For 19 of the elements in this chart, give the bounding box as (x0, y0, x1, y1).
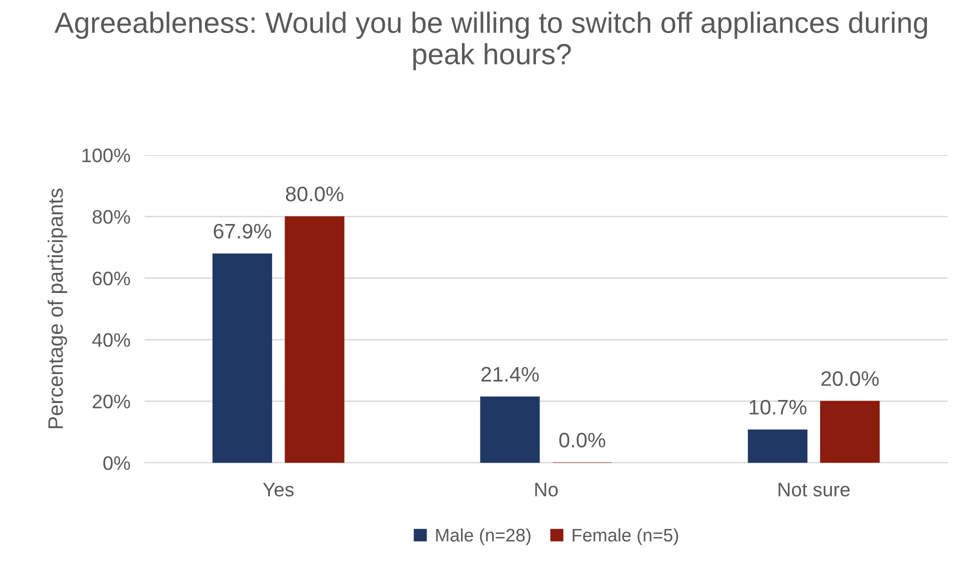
data-label: 20.0% (821, 371, 879, 386)
y-tick-label: 100% (82, 148, 130, 162)
data-label: 21.4% (481, 366, 539, 382)
x-tick-label: No (535, 482, 558, 496)
y-tick-label: 0% (103, 456, 130, 470)
y-tick-label: 60% (92, 272, 130, 286)
legend-label: Male (n=28) (436, 528, 530, 546)
data-label: 67.9% (214, 224, 272, 239)
x-tick-label: Yes (263, 482, 294, 496)
y-tick-label: 80% (92, 210, 130, 224)
y-tick-label: 40% (92, 333, 130, 347)
data-label: 10.7% (750, 400, 806, 415)
legend-label: Female (n=5) (572, 528, 678, 546)
data-label: 80.0% (286, 186, 344, 202)
x-tick-label: Not sure (778, 482, 850, 496)
y-tick-label: 20% (92, 394, 130, 408)
chart-title: Agreeableness: Would you be willing to switch off appliances during peak hours? (54, 12, 928, 70)
y-axis-title: Percentage of participants (48, 188, 68, 428)
data-label: 0.0% (559, 432, 606, 448)
